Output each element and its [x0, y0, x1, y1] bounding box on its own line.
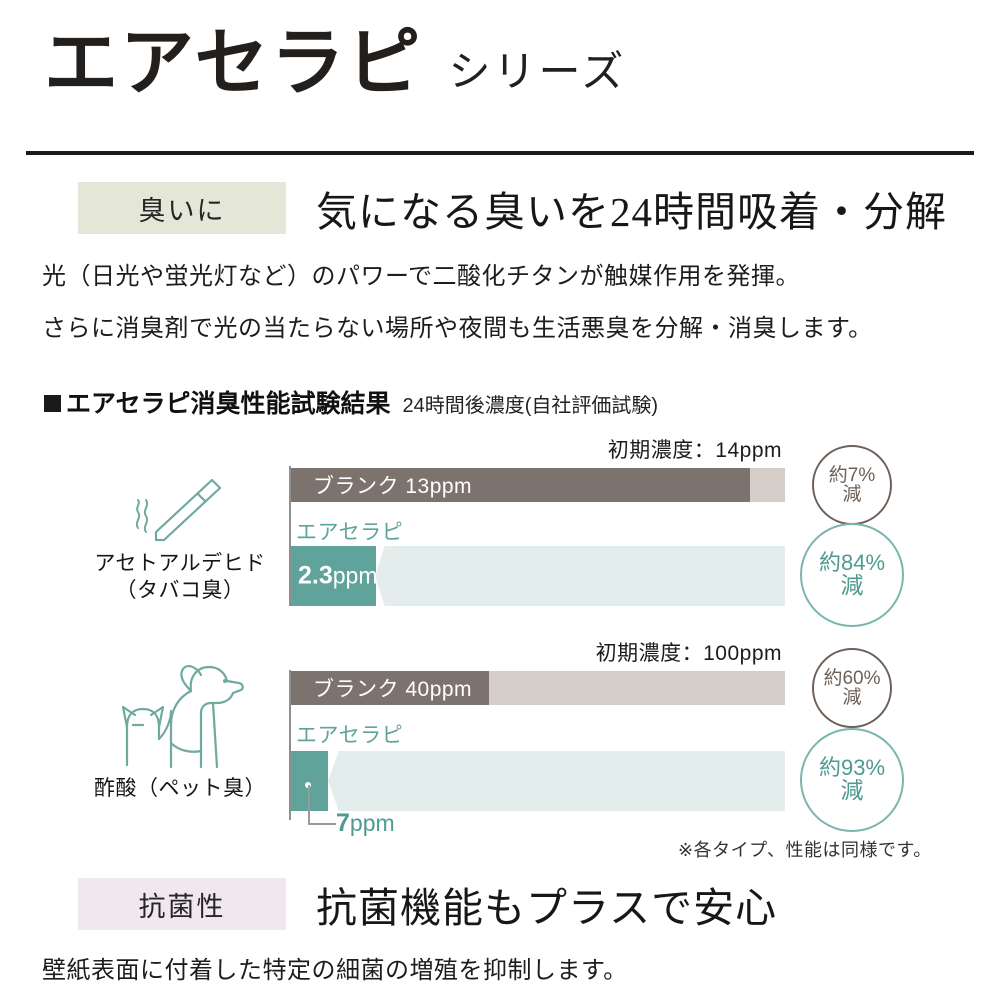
- reduction-badge-blank-2-line1: 約60%: [823, 667, 881, 689]
- odor-body-line-1: 光（日光や蛍光灯など）のパワーで二酸化チタンが触媒作用を発揮。: [42, 264, 801, 290]
- brand-subtitle: シリーズ: [448, 48, 627, 95]
- blank-bar-label-1: ブランク 13ppm: [313, 475, 473, 498]
- unit-label-2: ppm: [349, 810, 395, 836]
- leader-horizontal-2: [308, 823, 336, 825]
- blank-bar-fill-2: [291, 671, 489, 705]
- cigarette-icon: [55, 470, 305, 550]
- airtherapy-value-2: 7ppm: [336, 809, 395, 837]
- chart-section-heading: エアセラピ消臭性能試験結果 24時間後濃度(自社評価試験): [44, 384, 658, 420]
- odor-badge: 臭いに: [78, 182, 286, 234]
- antibacterial-badge: 抗菌性: [78, 878, 286, 930]
- blank-bar-fill-1: [291, 468, 750, 502]
- leader-vertical-2: [308, 785, 310, 823]
- blank-bar-label-2: ブランク 40ppm: [313, 678, 473, 701]
- page-title: エアセラピ シリーズ: [44, 26, 626, 100]
- reduction-badge-blank-2: 約60% 減: [812, 648, 892, 728]
- header-divider: [26, 151, 974, 155]
- unit-label-1: ppm: [332, 562, 378, 589]
- odor-body-line-2: さらに消臭剤で光の当たらない場所や夜間も生活悪臭を分解・消臭します。: [42, 316, 873, 342]
- sample-acetaldehyde-sub: （タバコ臭）: [115, 579, 245, 603]
- odor-section-heading: 臭いに 気になる臭いを24時間吸着・分解: [78, 178, 947, 238]
- brand-title: エアセラピ: [44, 21, 423, 104]
- sample-acetic-acid: 酢酸（ペット臭）: [55, 655, 305, 802]
- reduction-badge-blank-1: 約7% 減: [812, 445, 892, 525]
- reduction-badge-product-1-line2: 減: [840, 572, 864, 599]
- reduction-badge-product-2: 約93% 減: [800, 728, 904, 832]
- reduction-badge-blank-1-line1: 約7%: [828, 464, 876, 486]
- airtherapy-value-1: 2.3ppm: [298, 561, 378, 590]
- reduction-badge-product-2-line1: 約93%: [818, 755, 886, 781]
- initial-concentration-label-2: 初期濃度：100ppm: [595, 642, 782, 665]
- chart-axis-1: [289, 466, 291, 606]
- reduction-badge-blank-2-line2: 減: [842, 687, 862, 708]
- chart-footnote: ※各タイプ、性能は同様です。: [678, 840, 932, 860]
- bullet-square-icon: [44, 395, 61, 412]
- series-name-1: エアセラピ: [296, 521, 404, 544]
- reduction-badge-product-2-line2: 減: [840, 777, 864, 804]
- sample-acetic-acid-label: 酢酸（ペット臭）: [55, 775, 305, 802]
- initial-concentration-label-1: 初期濃度：14ppm: [607, 439, 782, 462]
- antibacterial-body-line-1: 壁紙表面に付着した特定の細菌の増殖を抑制します。: [42, 958, 628, 984]
- series-name-2: エアセラピ: [296, 724, 404, 747]
- chart-title: エアセラピ消臭性能試験結果: [66, 390, 391, 418]
- reduction-arrow-1: [375, 546, 785, 606]
- airtherapy-bar-1: [291, 546, 376, 606]
- reduction-arrow-2: [328, 751, 785, 811]
- cat-dog-icon: [55, 655, 305, 775]
- sample-acetaldehyde-label: アセトアルデヒド （タバコ臭）: [55, 550, 305, 605]
- chart-subtitle: 24時間後濃度(自社評価試験): [402, 395, 659, 417]
- blank-bar-track-1: ブランク 13ppm: [291, 468, 785, 502]
- odor-title: 気になる臭いを24時間吸着・分解: [316, 189, 947, 235]
- sample-acetic-acid-name: 酢酸（ペット臭）: [94, 777, 266, 800]
- reduction-badge-product-1-line1: 約84%: [818, 550, 886, 576]
- antibacterial-title: 抗菌機能もプラスで安心: [316, 885, 778, 931]
- antibacterial-section-heading: 抗菌性 抗菌機能もプラスで安心: [78, 874, 777, 934]
- chart-axis-2: [289, 670, 291, 820]
- reduction-badge-blank-1-line2: 減: [842, 484, 862, 505]
- sample-acetaldehyde-name: アセトアルデヒド: [94, 552, 266, 575]
- reduction-badge-product-1: 約84% 減: [800, 523, 904, 627]
- sample-acetaldehyde: アセトアルデヒド （タバコ臭）: [55, 470, 305, 605]
- blank-bar-track-2: ブランク 40ppm: [291, 671, 785, 705]
